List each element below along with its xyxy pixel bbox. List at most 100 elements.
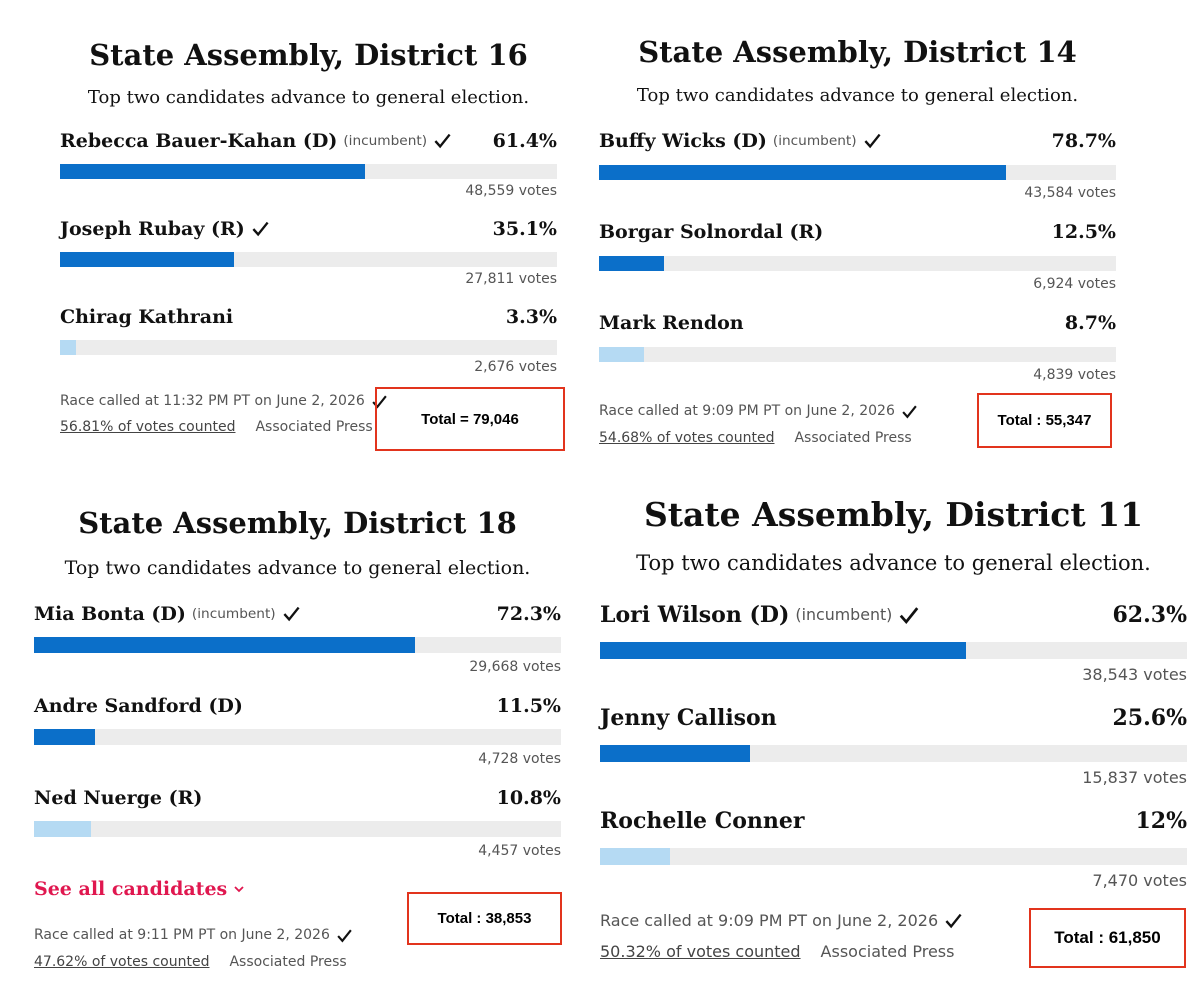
bar-fill: [60, 340, 77, 355]
bar-fill: [34, 821, 91, 837]
check-stroke: [900, 607, 919, 625]
check-icon: [434, 134, 451, 149]
race-called: Race called at 11:32 PM PT on June 2, 20…: [60, 392, 365, 409]
panel-subtitle: Top two candidates advance to general el…: [636, 551, 1151, 576]
panel-title: State Assembly, District 11: [643, 495, 1144, 535]
source-row: 50.32% of votes counted Associated Press: [600, 942, 954, 961]
bar-fill: [60, 252, 235, 267]
votes-counted-link[interactable]: 47.62% of votes counted: [34, 953, 210, 970]
check-icon: [337, 929, 352, 943]
incumbent-tag: (incumbent): [191, 605, 276, 622]
check-icon: [902, 405, 917, 419]
see-all-link[interactable]: See all candidates: [34, 878, 245, 901]
candidate-votes: 4,839 votes: [1033, 366, 1116, 383]
bar-fill: [34, 637, 416, 653]
candidate-row: Rochelle Conner: [600, 808, 804, 834]
candidate-votes: 43,584 votes: [1024, 184, 1116, 201]
candidate-pct: 72.3%: [496, 602, 561, 625]
bar-track: [600, 642, 1187, 659]
candidate-pct: 25.6%: [1112, 704, 1188, 731]
candidate-votes: 4,457 votes: [478, 842, 561, 859]
candidate-votes: 48,559 votes: [465, 182, 557, 199]
candidate-name: Ned Nuerge (R): [34, 786, 203, 809]
bar-fill: [599, 165, 1006, 180]
check-icon: [372, 395, 387, 409]
candidate-votes: 38,543 votes: [1082, 665, 1187, 685]
check-icon: [864, 134, 881, 149]
source: Associated Press: [255, 418, 373, 435]
candidate-pct: 61.4%: [492, 129, 557, 152]
bar-fill: [600, 745, 751, 762]
candidate-pct: 11.5%: [496, 694, 561, 717]
candidate-name: Buffy Wicks (D): [599, 129, 767, 152]
check-stroke: [902, 405, 917, 419]
candidate-name: Joseph Rubay (R): [60, 217, 245, 240]
source-row: 54.68% of votes counted Associated Press: [599, 430, 912, 447]
total-box: Total : 38,853: [407, 892, 562, 945]
incumbent-tag: (incumbent): [343, 132, 428, 149]
votes-counted-link[interactable]: 56.81% of votes counted: [60, 418, 236, 435]
chevron-stroke: [234, 886, 244, 893]
chevron-icon: [234, 886, 244, 893]
candidate-name: Andre Sandford (D): [34, 694, 243, 717]
candidate-row: Buffy Wicks (D) (incumbent): [599, 130, 882, 153]
candidate-votes: 15,837 votes: [1082, 768, 1187, 788]
candidate-pct: 8.7%: [1064, 311, 1116, 334]
check-icon: [945, 914, 962, 929]
candidate-votes: 27,811 votes: [465, 270, 557, 287]
bar-track: [599, 165, 1116, 180]
check-icon: [252, 222, 269, 237]
bar-fill: [60, 164, 366, 179]
candidate-row: Joseph Rubay (R): [60, 218, 270, 241]
candidate-name: Borgar Solnordal (R): [599, 220, 824, 243]
candidate-pct: 3.3%: [505, 305, 557, 328]
bar-track: [600, 848, 1187, 865]
candidate-row: Mark Rendon: [599, 312, 744, 335]
check-icon: [283, 607, 300, 622]
check-stroke: [434, 134, 451, 149]
candidate-row: Andre Sandford (D): [34, 695, 243, 718]
bar-track: [60, 164, 557, 179]
candidate-name: Jenny Callison: [600, 704, 777, 731]
candidate-votes: 7,470 votes: [1092, 871, 1187, 891]
candidate-pct: 10.8%: [496, 786, 561, 809]
candidate-row: Mia Bonta (D) (incumbent): [34, 603, 301, 626]
race-called-row: Race called at 9:09 PM PT on June 2, 202…: [599, 403, 918, 420]
race-called-row: Race called at 9:09 PM PT on June 2, 202…: [600, 911, 963, 930]
check-stroke: [945, 914, 962, 929]
panel-subtitle: Top two candidates advance to general el…: [64, 556, 531, 579]
source: Associated Press: [794, 429, 912, 446]
race-called-row: Race called at 9:11 PM PT on June 2, 202…: [34, 927, 353, 944]
candidate-votes: 2,676 votes: [474, 358, 557, 375]
candidate-pct: 35.1%: [492, 217, 557, 240]
votes-counted-link[interactable]: 50.32% of votes counted: [600, 942, 801, 962]
bar-fill: [600, 848, 671, 865]
panel-subtitle: Top two candidates advance to general el…: [87, 87, 530, 109]
candidate-row: Borgar Solnordal (R): [599, 221, 823, 244]
bar-fill: [600, 642, 966, 659]
candidate-pct: 78.7%: [1051, 129, 1116, 152]
source: Associated Press: [229, 953, 347, 970]
votes-counted-link[interactable]: 54.68% of votes counted: [599, 429, 775, 446]
check-stroke: [252, 222, 269, 237]
race-called: Race called at 9:09 PM PT on June 2, 202…: [600, 911, 939, 931]
check-stroke: [337, 929, 352, 943]
candidate-name: Mia Bonta (D): [34, 602, 186, 625]
bar-track: [60, 252, 557, 267]
panel-title: State Assembly, District 14: [638, 34, 1077, 69]
candidate-votes: 4,728 votes: [478, 750, 561, 767]
candidate-name: Rochelle Conner: [600, 807, 805, 834]
candidate-votes: 29,668 votes: [469, 658, 561, 675]
total-box: Total : 55,347: [977, 393, 1112, 448]
candidate-name: Mark Rendon: [599, 311, 744, 334]
check-stroke: [864, 134, 881, 149]
race-called-row: Race called at 11:32 PM PT on June 2, 20…: [60, 393, 388, 410]
bar-fill: [599, 256, 664, 271]
bar-track: [599, 347, 1116, 362]
bar-track: [34, 821, 561, 837]
candidate-name: Rebecca Bauer-Kahan (D): [60, 129, 338, 152]
check-stroke: [283, 607, 300, 622]
candidate-row: Lori Wilson (D) (incumbent): [600, 602, 920, 628]
total-box: Total = 79,046: [375, 387, 565, 451]
